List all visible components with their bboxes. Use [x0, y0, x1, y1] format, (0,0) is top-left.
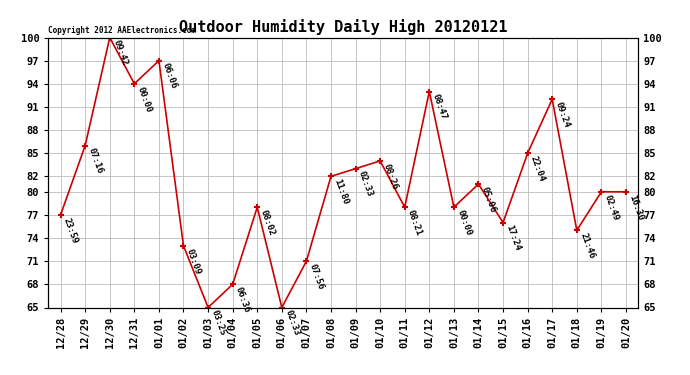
Text: 09:24: 09:24: [553, 100, 571, 129]
Text: 21:46: 21:46: [578, 232, 596, 260]
Text: 08:47: 08:47: [431, 93, 448, 121]
Text: 09:42: 09:42: [111, 39, 129, 67]
Text: 16:30: 16:30: [627, 193, 645, 222]
Text: 02:49: 02:49: [603, 193, 620, 222]
Text: 17:24: 17:24: [504, 224, 522, 252]
Text: 02:33: 02:33: [283, 309, 301, 337]
Text: 00:00: 00:00: [455, 209, 473, 237]
Text: 07:56: 07:56: [308, 262, 326, 291]
Text: 05:06: 05:06: [480, 186, 497, 214]
Text: 08:21: 08:21: [406, 209, 424, 237]
Text: 06:06: 06:06: [160, 62, 178, 90]
Text: 03:25: 03:25: [210, 309, 227, 337]
Title: Outdoor Humidity Daily High 20120121: Outdoor Humidity Daily High 20120121: [179, 19, 508, 35]
Text: 03:09: 03:09: [185, 247, 203, 276]
Text: 00:00: 00:00: [136, 85, 153, 114]
Text: 23:59: 23:59: [62, 216, 79, 244]
Text: 08:02: 08:02: [259, 209, 276, 237]
Text: 08:26: 08:26: [382, 162, 400, 190]
Text: 06:36: 06:36: [234, 286, 252, 314]
Text: 22:04: 22:04: [529, 154, 546, 183]
Text: 02:33: 02:33: [357, 170, 375, 198]
Text: 11:80: 11:80: [333, 178, 350, 206]
Text: Copyright 2012 AAElectronics.com: Copyright 2012 AAElectronics.com: [48, 26, 196, 35]
Text: 07:16: 07:16: [86, 147, 104, 175]
